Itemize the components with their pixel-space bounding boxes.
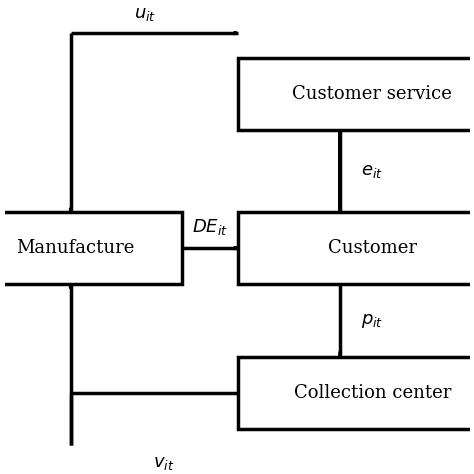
Bar	[237, 357, 474, 429]
Text: Customer service: Customer service	[292, 85, 452, 103]
Text: $e_{it}$: $e_{it}$	[361, 162, 383, 180]
Text: $p_{it}$: $p_{it}$	[361, 311, 383, 329]
Text: $v_{it}$: $v_{it}$	[153, 454, 174, 472]
Text: $DE_{it}$: $DE_{it}$	[192, 217, 228, 237]
Text: $u_{it}$: $u_{it}$	[134, 5, 156, 23]
Bar	[0, 212, 182, 284]
Bar	[237, 212, 474, 284]
Text: Collection center: Collection center	[293, 384, 451, 402]
Text: Manufacture: Manufacture	[16, 239, 134, 257]
Bar	[237, 58, 474, 130]
Text: Customer: Customer	[328, 239, 417, 257]
